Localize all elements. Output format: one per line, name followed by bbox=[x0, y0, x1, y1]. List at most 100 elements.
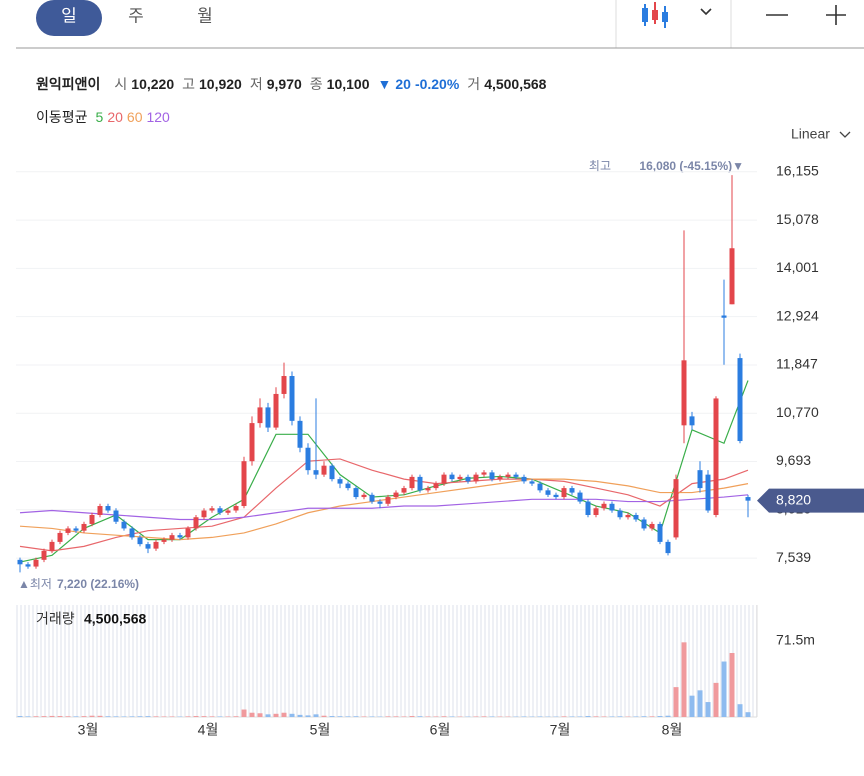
candle-body bbox=[121, 521, 127, 529]
volume-bar bbox=[729, 653, 735, 717]
candle-body bbox=[217, 508, 223, 513]
candle-body bbox=[313, 470, 319, 475]
tab-active-bg[interactable] bbox=[36, 0, 102, 36]
candle-body bbox=[465, 476, 471, 482]
volume-bar bbox=[321, 715, 327, 717]
candle-body bbox=[25, 564, 31, 567]
candle-body bbox=[393, 492, 399, 498]
volume-bar bbox=[593, 716, 599, 717]
volume-bar bbox=[745, 712, 751, 717]
volume-bar bbox=[585, 716, 591, 717]
volume-bar bbox=[313, 714, 319, 717]
volume-bar bbox=[369, 716, 375, 717]
scale-select[interactable]: Linear bbox=[791, 126, 830, 142]
volume-bar bbox=[537, 716, 543, 717]
candle-body bbox=[745, 497, 751, 501]
candle-body bbox=[521, 476, 527, 482]
candle-body bbox=[417, 476, 423, 491]
stock-name: 원익피앤이 bbox=[36, 76, 101, 92]
volume-bar bbox=[169, 716, 175, 717]
volume-bar bbox=[577, 716, 583, 717]
volume-bar bbox=[337, 716, 343, 717]
candle-body bbox=[713, 398, 719, 515]
candle-body bbox=[473, 474, 479, 482]
candle-body bbox=[257, 407, 263, 424]
volume-bar bbox=[217, 716, 223, 717]
zoom-in[interactable] bbox=[826, 5, 846, 25]
candle-body bbox=[609, 503, 615, 511]
candle-body bbox=[569, 488, 575, 493]
volume-bar bbox=[265, 714, 271, 717]
quote-value: 10,920 bbox=[199, 76, 242, 92]
candle-body bbox=[321, 465, 327, 475]
candle-body bbox=[377, 501, 383, 504]
y-tick-label: 16,155 bbox=[776, 163, 819, 179]
volume-bar bbox=[449, 716, 455, 717]
volume-bar bbox=[81, 716, 87, 717]
volume-bar bbox=[489, 716, 495, 717]
candle-body bbox=[57, 532, 63, 542]
volume-bar bbox=[689, 695, 695, 717]
candle-body bbox=[601, 503, 607, 509]
tab[interactable]: 주 bbox=[128, 6, 144, 25]
candle-body bbox=[505, 474, 511, 477]
candle-body bbox=[281, 376, 287, 394]
candle-body bbox=[265, 407, 271, 428]
x-tick-label: 5월 bbox=[310, 722, 331, 738]
price-tag-label: 8,820 bbox=[776, 491, 811, 507]
volume-bar bbox=[601, 716, 607, 717]
chart-type-icon[interactable] bbox=[642, 2, 668, 28]
legend-entry: 5 bbox=[95, 109, 104, 125]
x-tick-label: 4월 bbox=[198, 722, 219, 738]
candle-body bbox=[689, 416, 695, 426]
volume-bar bbox=[433, 716, 439, 717]
candle-body bbox=[89, 514, 95, 524]
volume-bar bbox=[89, 715, 95, 717]
volume-bar bbox=[361, 716, 367, 717]
candle-body bbox=[649, 523, 655, 529]
candle-body bbox=[553, 494, 559, 498]
candle-body bbox=[129, 528, 135, 538]
volume-bar bbox=[713, 682, 719, 717]
volume-bar bbox=[257, 713, 263, 717]
x-tick-label: 7월 bbox=[550, 722, 571, 738]
tab[interactable]: 월 bbox=[197, 6, 213, 25]
volume-bar bbox=[417, 716, 423, 717]
y-tick-label: 12,924 bbox=[776, 307, 819, 323]
y-tick-label: 9,693 bbox=[776, 452, 811, 468]
change-arrow: ▼ bbox=[377, 76, 392, 92]
candle-body bbox=[425, 488, 431, 491]
y-tick-label: 10,770 bbox=[776, 404, 819, 420]
volume-bar bbox=[521, 716, 527, 717]
volume-bar bbox=[273, 713, 279, 717]
candle-body bbox=[441, 474, 447, 484]
price-tag bbox=[757, 488, 864, 513]
volume-bar bbox=[409, 716, 415, 717]
candle-body bbox=[537, 483, 543, 491]
x-tick-label: 8월 bbox=[662, 722, 683, 738]
volume-bar bbox=[73, 716, 79, 717]
candle-body bbox=[385, 497, 391, 504]
quote-label: 고 bbox=[182, 76, 196, 92]
tab[interactable]: 일 bbox=[61, 6, 77, 25]
candle-body bbox=[353, 488, 359, 498]
volume-bar bbox=[25, 716, 31, 717]
y-tick-label: 7,539 bbox=[776, 549, 811, 565]
candle-body bbox=[225, 510, 231, 513]
dropdown-chevron[interactable] bbox=[700, 8, 712, 16]
volume-title: 거래량 bbox=[36, 611, 75, 627]
volume-bar bbox=[649, 716, 655, 717]
volume-bar bbox=[425, 716, 431, 717]
ma-line bbox=[19, 494, 749, 521]
scale-chevron[interactable] bbox=[839, 131, 851, 138]
legend-entry: 60 bbox=[126, 109, 143, 125]
volume-bar bbox=[641, 716, 647, 717]
volume-bar bbox=[673, 687, 679, 717]
quote-value: 9,970 bbox=[266, 76, 302, 92]
candle-body bbox=[513, 474, 519, 477]
x-tick-label: 3월 bbox=[78, 722, 99, 738]
candle-body bbox=[681, 360, 687, 426]
volume-bar bbox=[393, 716, 399, 717]
candle-body bbox=[489, 472, 495, 480]
